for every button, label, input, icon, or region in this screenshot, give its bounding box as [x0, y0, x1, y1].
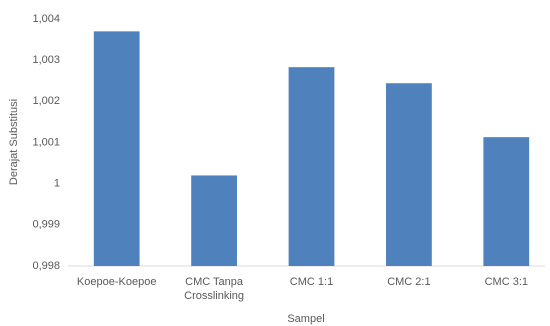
y-tick-label: 1: [54, 178, 60, 190]
x-tick-label: Koepoe-Koepoe: [76, 276, 157, 288]
bar: [93, 31, 140, 266]
bar: [483, 137, 530, 266]
x-tick-label: CMC Tanpa Crosslinking: [184, 276, 245, 302]
y-tick-label: 1,004: [32, 13, 60, 25]
x-axis-title: Sampel: [287, 313, 324, 325]
bar: [288, 67, 335, 266]
y-tick-label: 1,002: [32, 95, 60, 107]
bar: [386, 83, 432, 266]
y-tick-label: 0,998: [32, 260, 60, 272]
y-tick-label: 1,001: [32, 136, 60, 148]
y-tick-label: 1,003: [32, 54, 60, 66]
y-axis-title: Derajat Substitusi: [8, 99, 20, 185]
y-tick-label: 0,999: [32, 219, 60, 231]
x-tick-label: CMC 1:1: [289, 276, 334, 288]
bar: [191, 175, 237, 266]
x-tick-label: CMC 3:1: [484, 276, 528, 288]
x-tick-label: CMC 2:1: [387, 276, 431, 288]
